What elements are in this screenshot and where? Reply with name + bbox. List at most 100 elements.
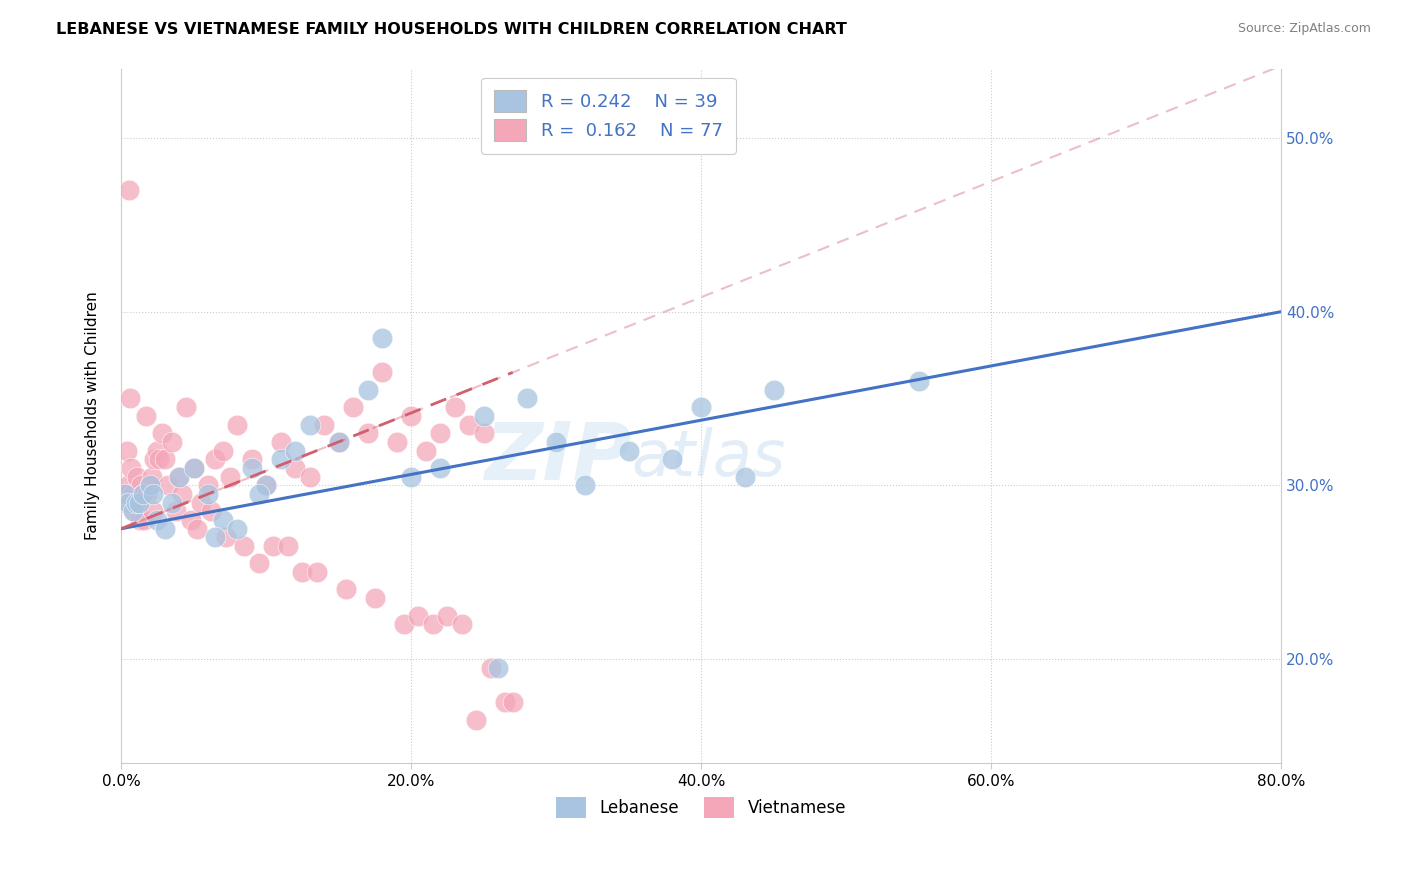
Point — [127, 469, 149, 483]
Point — [128, 496, 150, 510]
Point — [357, 383, 380, 397]
Point — [502, 695, 524, 709]
Point — [617, 443, 640, 458]
Point — [146, 443, 169, 458]
Point — [153, 522, 176, 536]
Point — [298, 417, 321, 432]
Point — [167, 469, 190, 483]
Point — [429, 426, 451, 441]
Point — [247, 557, 270, 571]
Point — [165, 504, 187, 518]
Point — [121, 487, 143, 501]
Point — [399, 469, 422, 483]
Point — [247, 487, 270, 501]
Point — [408, 608, 430, 623]
Point — [139, 478, 162, 492]
Point — [277, 539, 299, 553]
Point — [305, 565, 328, 579]
Point — [124, 496, 146, 510]
Point — [422, 617, 444, 632]
Point — [117, 478, 139, 492]
Point — [160, 496, 183, 510]
Point — [180, 513, 202, 527]
Point — [284, 461, 307, 475]
Text: atlas: atlas — [631, 426, 786, 489]
Point — [472, 409, 495, 423]
Point — [907, 374, 929, 388]
Point — [342, 400, 364, 414]
Point — [204, 452, 226, 467]
Text: Source: ZipAtlas.com: Source: ZipAtlas.com — [1237, 22, 1371, 36]
Point — [486, 660, 509, 674]
Point — [211, 443, 233, 458]
Legend: Lebanese, Vietnamese: Lebanese, Vietnamese — [550, 790, 853, 824]
Point — [399, 409, 422, 423]
Point — [156, 478, 179, 492]
Point — [219, 469, 242, 483]
Point — [262, 539, 284, 553]
Point — [479, 660, 502, 674]
Point — [335, 582, 357, 597]
Point — [132, 487, 155, 501]
Point — [134, 513, 156, 527]
Point — [160, 434, 183, 449]
Point — [146, 513, 169, 527]
Point — [371, 331, 394, 345]
Point — [204, 530, 226, 544]
Y-axis label: Family Households with Children: Family Households with Children — [86, 292, 100, 541]
Point — [661, 452, 683, 467]
Point — [458, 417, 481, 432]
Point — [364, 591, 387, 606]
Point — [136, 487, 159, 501]
Point — [122, 504, 145, 518]
Point — [371, 366, 394, 380]
Point — [128, 496, 150, 510]
Point — [118, 183, 141, 197]
Point — [734, 469, 756, 483]
Point — [314, 417, 336, 432]
Point — [436, 608, 458, 623]
Point — [114, 496, 136, 510]
Point — [183, 461, 205, 475]
Point — [143, 452, 166, 467]
Point — [254, 478, 277, 492]
Point — [117, 496, 139, 510]
Point — [141, 469, 163, 483]
Point — [465, 713, 488, 727]
Point — [167, 469, 190, 483]
Point — [132, 487, 155, 501]
Point — [328, 434, 350, 449]
Point — [200, 504, 222, 518]
Point — [139, 478, 162, 492]
Point — [129, 513, 152, 527]
Point — [392, 617, 415, 632]
Point — [148, 452, 170, 467]
Point — [233, 539, 256, 553]
Text: ZIP: ZIP — [484, 418, 631, 497]
Point — [328, 434, 350, 449]
Point — [186, 522, 208, 536]
Point — [284, 443, 307, 458]
Point — [472, 426, 495, 441]
Point — [357, 426, 380, 441]
Point — [443, 400, 465, 414]
Point — [270, 452, 292, 467]
Point — [690, 400, 713, 414]
Point — [495, 695, 517, 709]
Point — [240, 452, 263, 467]
Point — [291, 565, 314, 579]
Point — [214, 530, 236, 544]
Text: LEBANESE VS VIETNAMESE FAMILY HOUSEHOLDS WITH CHILDREN CORRELATION CHART: LEBANESE VS VIETNAMESE FAMILY HOUSEHOLDS… — [56, 22, 846, 37]
Point — [183, 461, 205, 475]
Point — [131, 478, 153, 492]
Point — [429, 461, 451, 475]
Point — [115, 443, 138, 458]
Point — [516, 392, 538, 406]
Point — [120, 461, 142, 475]
Point — [254, 478, 277, 492]
Point — [451, 617, 474, 632]
Point — [197, 478, 219, 492]
Point — [150, 426, 173, 441]
Point — [415, 443, 437, 458]
Point — [546, 434, 568, 449]
